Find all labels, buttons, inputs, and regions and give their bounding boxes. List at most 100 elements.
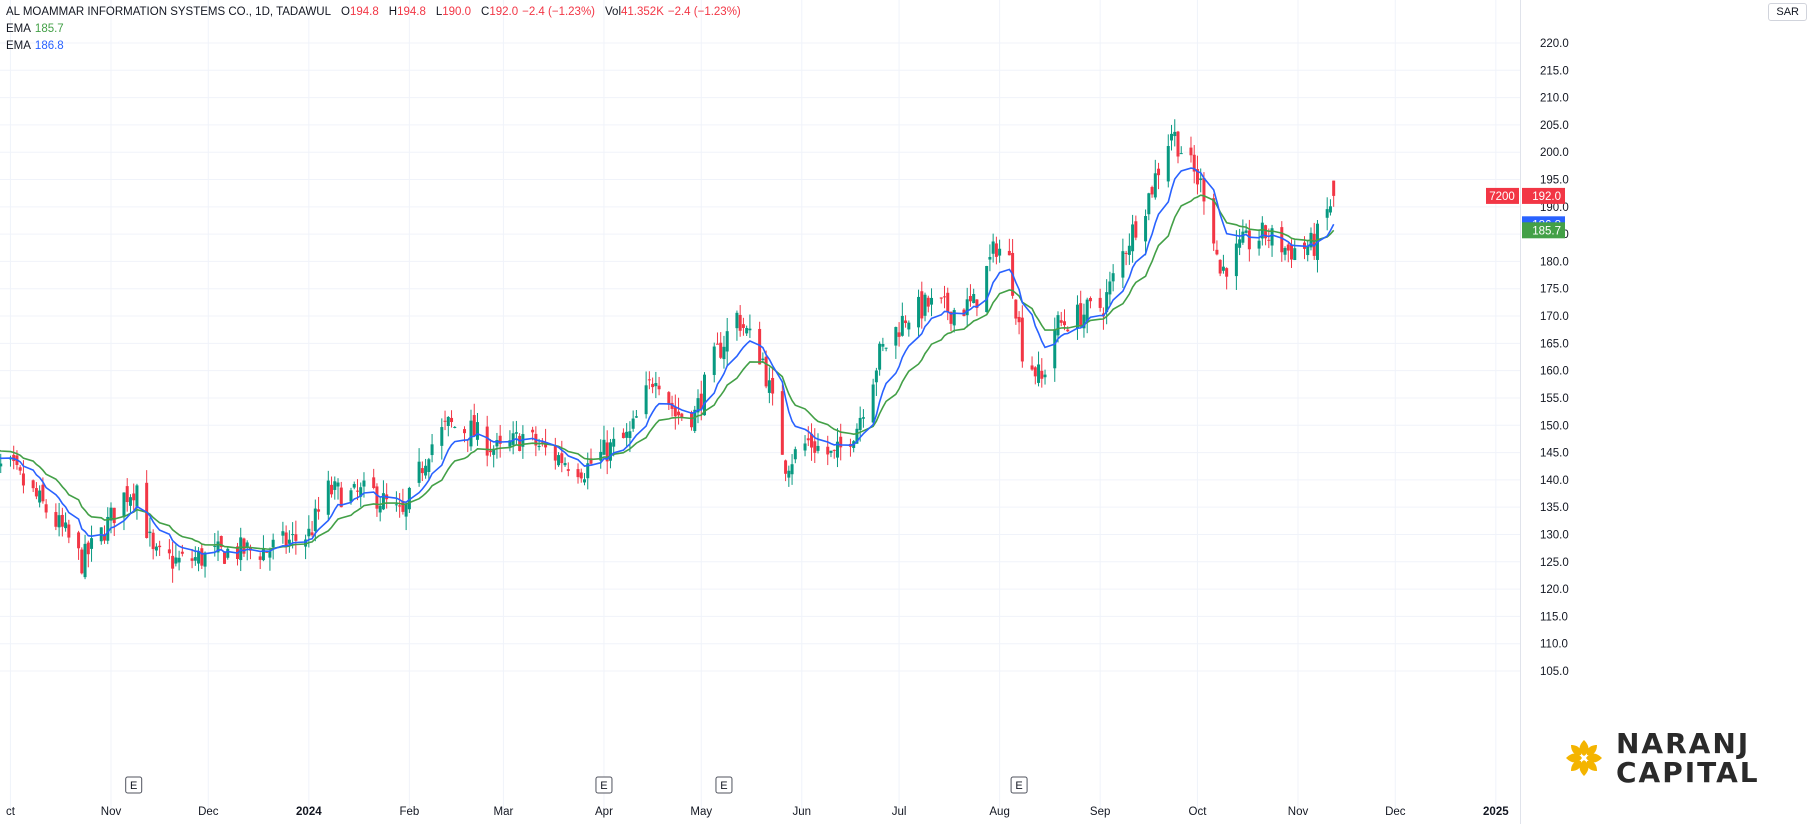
candle-body bbox=[41, 484, 45, 502]
candle-down bbox=[832, 449, 836, 459]
candle-down bbox=[1040, 358, 1044, 388]
candle-down bbox=[1212, 193, 1216, 251]
candle-body bbox=[1212, 198, 1216, 244]
candle-body bbox=[612, 438, 616, 447]
candle-up bbox=[453, 426, 457, 429]
candle-up bbox=[1131, 214, 1135, 263]
candle-body bbox=[780, 391, 784, 455]
candle-down bbox=[1215, 240, 1219, 256]
ema-fast-row[interactable]: EMA 186.8 bbox=[6, 38, 741, 55]
candle-body bbox=[394, 504, 398, 506]
candle-body bbox=[784, 460, 788, 474]
candle-body bbox=[1007, 250, 1011, 256]
candle-body bbox=[1131, 224, 1135, 252]
time-axis-tick-label: 2024 bbox=[296, 806, 322, 818]
candle-up bbox=[1166, 134, 1170, 188]
candle-body bbox=[83, 543, 87, 578]
candle-down bbox=[579, 468, 583, 483]
candle-body bbox=[219, 536, 223, 548]
candle-body bbox=[1260, 222, 1264, 239]
price-axis-tick-label: 130.0 bbox=[1540, 529, 1569, 541]
price-axis-tick-label: 165.0 bbox=[1540, 338, 1569, 350]
candle-body bbox=[180, 551, 184, 554]
candle-down bbox=[1134, 215, 1138, 241]
candle-down bbox=[1176, 130, 1180, 164]
candle-up bbox=[1234, 230, 1238, 290]
candle-body bbox=[18, 467, 22, 471]
candle-up bbox=[135, 483, 139, 520]
candle-body bbox=[446, 416, 450, 427]
candle-body bbox=[1157, 168, 1161, 176]
price-axis-tick-label: 150.0 bbox=[1540, 420, 1569, 432]
candle-up bbox=[122, 492, 126, 531]
candle-up bbox=[654, 371, 658, 399]
candle-up bbox=[930, 288, 934, 317]
candle-body bbox=[407, 487, 411, 510]
candles bbox=[0, 119, 1336, 583]
candle-body bbox=[268, 550, 272, 558]
candle-up bbox=[446, 416, 450, 437]
time-axis-tick-label: May bbox=[690, 806, 712, 818]
high-label: H bbox=[388, 6, 398, 18]
countdown-tag-text: 7200 bbox=[1489, 191, 1515, 203]
candle-down bbox=[1225, 267, 1229, 290]
candle-body bbox=[1033, 367, 1037, 377]
price-axis-tick-label: 140.0 bbox=[1540, 475, 1569, 487]
candle-body bbox=[657, 385, 661, 390]
candle-up bbox=[725, 317, 729, 366]
candle-up bbox=[216, 530, 220, 561]
candle-body bbox=[670, 402, 674, 409]
candle-body bbox=[605, 442, 609, 462]
candle-body bbox=[239, 537, 243, 561]
currency-button[interactable]: SAR bbox=[1768, 3, 1807, 21]
candle-up bbox=[790, 454, 794, 485]
candle-down bbox=[975, 299, 979, 317]
candle-body bbox=[874, 370, 878, 383]
candle-body bbox=[725, 331, 729, 352]
candle-body bbox=[793, 449, 797, 460]
candle-body bbox=[1017, 316, 1021, 323]
candle-body bbox=[998, 248, 1002, 256]
symbol-title[interactable]: AL MOAMMAR INFORMATION SYSTEMS CO., 1D, … bbox=[6, 6, 332, 18]
candle-body bbox=[420, 468, 424, 474]
candle-down bbox=[167, 539, 171, 560]
candle-up bbox=[245, 540, 249, 561]
candle-up bbox=[1173, 119, 1177, 147]
candle-down bbox=[741, 317, 745, 336]
candle-down bbox=[151, 529, 155, 560]
candle-down bbox=[1062, 309, 1066, 331]
price-axis-tick-label: 175.0 bbox=[1540, 284, 1569, 296]
candle-body bbox=[1221, 266, 1225, 271]
candle-body bbox=[926, 297, 930, 307]
time-axis-tick-label: Jul bbox=[892, 806, 907, 818]
ohlc-row: AL MOAMMAR INFORMATION SYSTEMS CO., 1D, … bbox=[6, 4, 741, 21]
time-axis-tick-label: Sep bbox=[1090, 806, 1110, 818]
candle-down bbox=[560, 440, 564, 473]
candle-body bbox=[1082, 314, 1086, 329]
candle-down bbox=[310, 521, 314, 537]
earnings-marker-label: E bbox=[130, 780, 137, 792]
candle-body bbox=[223, 552, 227, 564]
candle-up bbox=[722, 335, 726, 369]
logo-line-1: NARANJ bbox=[1616, 727, 1751, 760]
candle-down bbox=[190, 548, 194, 569]
candle-down bbox=[715, 332, 719, 345]
volume-change: −2.4 (−1.23%) bbox=[667, 6, 741, 18]
candle-body bbox=[835, 441, 839, 458]
candle-body bbox=[304, 539, 308, 547]
candle-up bbox=[884, 347, 888, 352]
candle-down bbox=[673, 394, 677, 430]
candle-body bbox=[741, 324, 745, 328]
candle-down bbox=[1079, 290, 1083, 329]
candle-down bbox=[317, 496, 321, 520]
candle-down bbox=[112, 507, 116, 537]
candle-down bbox=[1332, 180, 1336, 207]
volume-label: Vol bbox=[605, 6, 622, 18]
candle-body bbox=[826, 446, 830, 455]
ema-slow-row[interactable]: EMA 185.7 bbox=[6, 21, 741, 38]
candle-up bbox=[998, 239, 1002, 263]
candle-up bbox=[291, 522, 295, 549]
candle-down bbox=[355, 479, 359, 501]
